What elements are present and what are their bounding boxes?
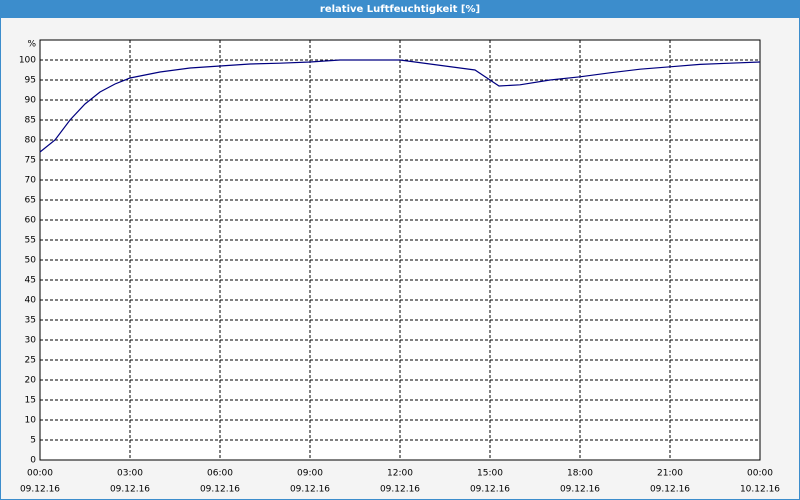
y-tick-label: 90 bbox=[25, 96, 37, 106]
x-tick-label: 00:00 bbox=[747, 469, 773, 479]
x-tick-label: 18:00 bbox=[567, 469, 593, 479]
y-tick-label: 50 bbox=[25, 256, 37, 266]
y-tick-label: 40 bbox=[25, 296, 37, 306]
y-tick-label: 15 bbox=[25, 396, 36, 406]
x-tick-label: 03:00 bbox=[117, 469, 143, 479]
y-tick-label: 65 bbox=[25, 196, 36, 206]
y-axis-label: % bbox=[27, 40, 36, 50]
x-tick-date: 09.12.16 bbox=[200, 485, 240, 495]
x-tick-label: 09:00 bbox=[297, 469, 323, 479]
y-tick-label: 55 bbox=[25, 236, 36, 246]
x-tick-date: 09.12.16 bbox=[110, 485, 150, 495]
x-tick-date: 09.12.16 bbox=[560, 485, 600, 495]
x-tick-date: 10.12.16 bbox=[740, 485, 780, 495]
y-tick-label: 80 bbox=[25, 136, 37, 146]
chart-title: relative Luftfeuchtigkeit [%] bbox=[320, 4, 480, 15]
y-tick-label: 0 bbox=[30, 456, 36, 466]
y-tick-label: 35 bbox=[25, 316, 36, 326]
x-tick-label: 15:00 bbox=[477, 469, 503, 479]
x-tick-label: 00:00 bbox=[27, 469, 53, 479]
data-line bbox=[39, 59, 761, 153]
y-tick-label: 25 bbox=[25, 356, 36, 366]
x-tick-date: 09.12.16 bbox=[380, 485, 420, 495]
x-tick-label: 12:00 bbox=[387, 469, 413, 479]
y-tick-label: 60 bbox=[25, 216, 37, 226]
x-tick-label: 21:00 bbox=[657, 469, 683, 479]
title-bar bbox=[0, 0, 800, 18]
y-tick-label: 30 bbox=[25, 336, 37, 346]
x-tick-date: 09.12.16 bbox=[650, 485, 690, 495]
y-tick-label: 20 bbox=[25, 376, 37, 386]
y-tick-label: 10 bbox=[25, 416, 37, 426]
x-tick-date: 09.12.16 bbox=[290, 485, 330, 495]
y-tick-label: 45 bbox=[25, 276, 36, 286]
x-tick-label: 06:00 bbox=[207, 469, 233, 479]
y-tick-label: 5 bbox=[30, 436, 36, 446]
x-tick-date: 09.12.16 bbox=[470, 485, 510, 495]
y-tick-label: 100 bbox=[19, 56, 36, 66]
y-tick-label: 95 bbox=[25, 76, 36, 86]
y-tick-label: 70 bbox=[25, 176, 37, 186]
y-tick-label: 75 bbox=[25, 156, 36, 166]
y-tick-label: 85 bbox=[25, 116, 36, 126]
x-tick-date: 09.12.16 bbox=[20, 485, 60, 495]
